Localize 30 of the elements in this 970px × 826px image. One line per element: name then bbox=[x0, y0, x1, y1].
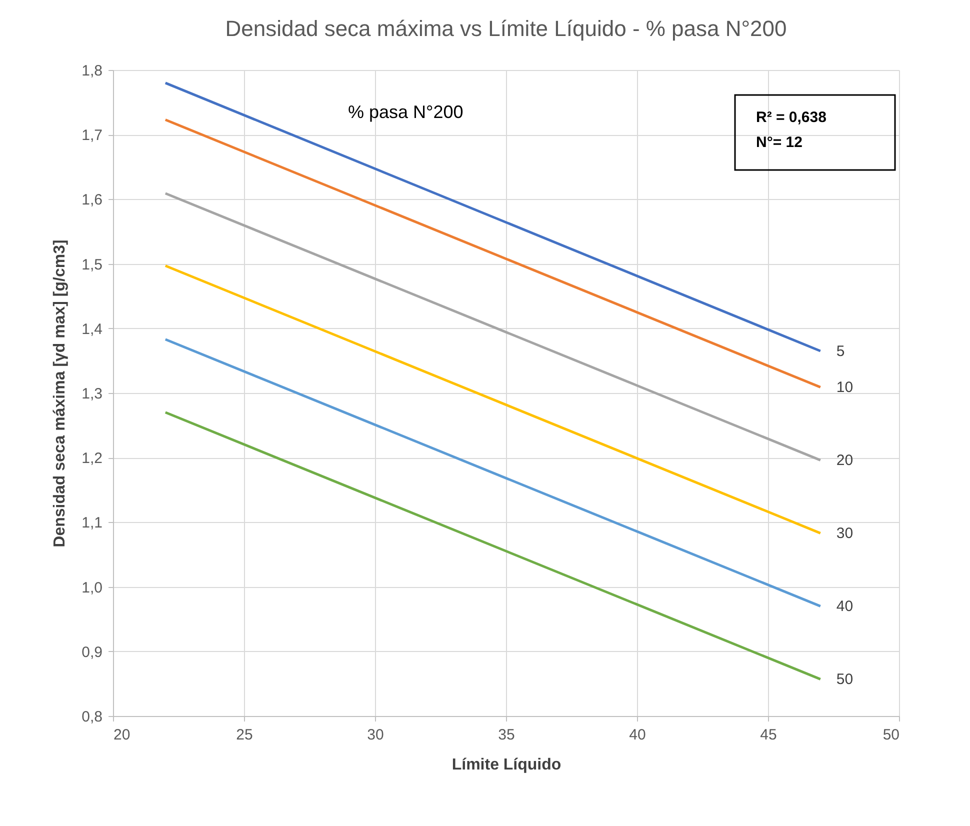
x-axis-title: Límite Líquido bbox=[452, 756, 562, 774]
x-tick-label: 30 bbox=[367, 726, 384, 744]
annotation: R² = 0,638 bbox=[756, 109, 826, 126]
y-tick-label: 1,3 bbox=[82, 386, 102, 402]
y-tick-label: 1,7 bbox=[82, 127, 102, 144]
annotation: N°= 12 bbox=[756, 134, 802, 151]
y-tick-label: 1,6 bbox=[82, 192, 102, 209]
y-tick-label: 1,0 bbox=[82, 579, 102, 596]
chart-title: Densidad seca máxima vs Límite Líquido - % pasa N°200 bbox=[225, 16, 787, 41]
y-tick-label: 0,8 bbox=[82, 708, 102, 726]
series-label: 40 bbox=[836, 598, 854, 616]
x-tick-label: 35 bbox=[498, 726, 515, 744]
y-tick-label: 0,9 bbox=[82, 644, 102, 661]
x-tick-label: 40 bbox=[629, 726, 646, 744]
y-tick-label: 1,4 bbox=[82, 320, 102, 338]
series-label: 20 bbox=[836, 452, 854, 470]
x-tick-label: 50 bbox=[882, 726, 900, 744]
y-tick-label: 1,8 bbox=[82, 62, 102, 80]
x-tick-label: 20 bbox=[114, 726, 130, 744]
series-label: 10 bbox=[836, 379, 854, 396]
y-axis-title: Densidad seca máxima [γd max] [g/cm3] bbox=[52, 240, 69, 548]
series-label: 50 bbox=[836, 671, 854, 688]
x-tick-label: 25 bbox=[236, 726, 253, 744]
y-tick-label: 1,1 bbox=[82, 514, 102, 532]
series-label: 30 bbox=[836, 525, 854, 542]
series-label: 5 bbox=[836, 343, 845, 360]
x-tick-label: 45 bbox=[760, 726, 777, 744]
y-tick-label: 1,2 bbox=[82, 450, 102, 468]
annotation: % pasa N°200 bbox=[348, 102, 464, 122]
y-tick-label: 1,5 bbox=[82, 256, 102, 274]
